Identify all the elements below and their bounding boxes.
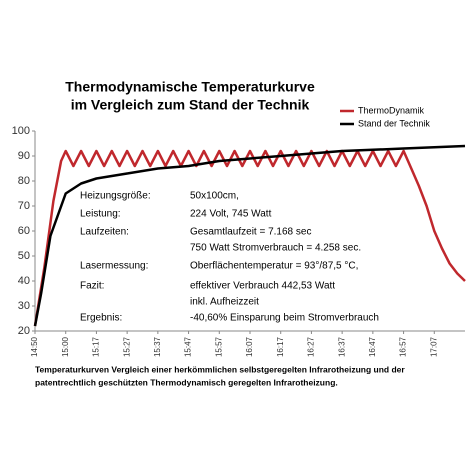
x-tick-label: 15:00 (61, 336, 70, 357)
chart-title: im Vergleich zum Stand der Technik (71, 97, 310, 113)
x-tick-label: 16:57 (399, 336, 408, 357)
x-tick-label: 15:57 (214, 336, 223, 357)
legend-label: Stand der Technik (358, 118, 430, 128)
info-label: Fazit: (80, 281, 104, 292)
x-tick-label: 17:07 (429, 336, 438, 357)
info-value: 750 Watt Stromverbrauch = 4.258 sec. (190, 243, 361, 254)
y-tick-label: 50 (18, 250, 30, 262)
y-tick-label: 90 (18, 150, 30, 162)
data-line (33, 144, 466, 327)
y-tick-label: 80 (18, 175, 30, 187)
x-tick-label: 16:37 (337, 336, 346, 357)
info-label: Lasermessung: (80, 261, 148, 272)
x-tick-label: 14:50 (30, 336, 39, 357)
y-tick-label: 100 (12, 125, 30, 137)
x-tick-label: 15:27 (122, 336, 131, 357)
x-tick-label: 15:47 (184, 336, 193, 357)
caption: Temperaturkurven Vergleich einer herkömm… (35, 364, 405, 374)
info-value: -40,60% Einsparung beim Stromverbrauch (190, 313, 379, 324)
y-tick-label: 70 (18, 200, 30, 212)
chart-title: Thermodynamische Temperaturkurve (65, 79, 315, 95)
x-tick-label: 15:17 (92, 336, 101, 357)
info-label: Laufzeiten: (80, 227, 129, 238)
caption: patentrechtlich geschützten Thermodynami… (35, 377, 338, 387)
info-value: Gesamtlaufzeit = 7.168 sec (190, 227, 311, 238)
x-tick-label: 16:47 (368, 336, 377, 357)
data-line (33, 149, 466, 327)
info-value: inkl. Aufheizzeit (190, 297, 259, 308)
x-tick-label: 16:07 (245, 336, 254, 357)
info-label: Heizungsgröße: (80, 191, 151, 202)
legend-label: ThermoDynamik (358, 105, 425, 115)
info-label: Leistung: (80, 209, 121, 220)
y-tick-label: 60 (18, 225, 30, 237)
x-tick-label: 16:27 (307, 336, 316, 357)
x-tick-label: 16:17 (276, 336, 285, 357)
y-tick-label: 40 (18, 275, 30, 287)
x-tick-label: 15:37 (153, 336, 162, 357)
y-tick-label: 30 (18, 300, 30, 312)
info-value: 224 Volt, 745 Watt (190, 209, 272, 220)
y-tick-label: 20 (18, 325, 30, 337)
info-value: 50x100cm, (190, 191, 239, 202)
info-value: Oberflächentemperatur = 93°/87,5 °C, (190, 261, 358, 272)
info-value: effektiver Verbrauch 442,53 Watt (190, 281, 335, 292)
info-label: Ergebnis: (80, 313, 122, 324)
